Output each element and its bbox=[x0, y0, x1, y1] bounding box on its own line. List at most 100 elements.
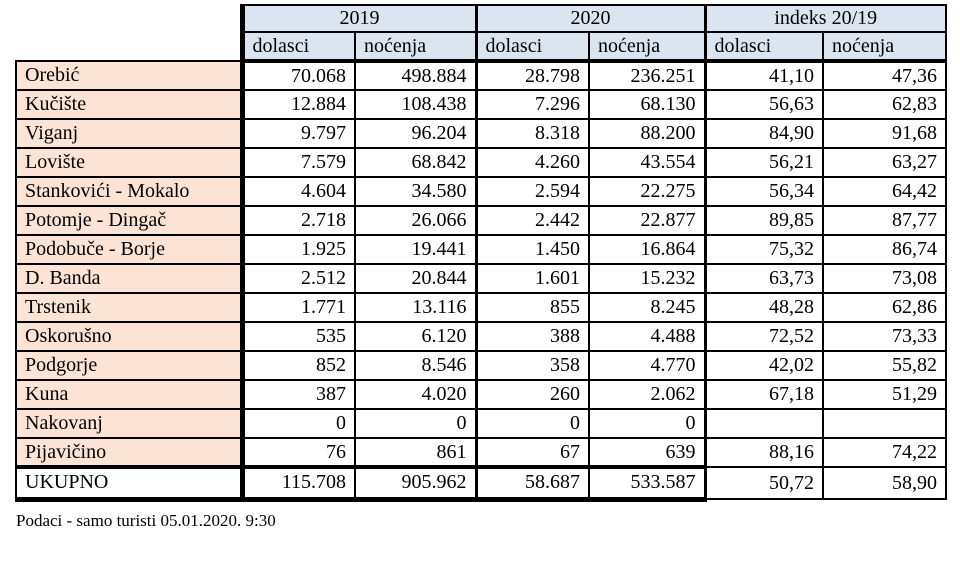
data-cell bbox=[703, 408, 824, 439]
row-label: Viganj bbox=[15, 118, 243, 149]
data-cell: 84,90 bbox=[703, 118, 824, 149]
data-cell: 20.844 bbox=[354, 263, 477, 294]
data-cell: 56,21 bbox=[703, 147, 824, 178]
data-cell: 73,33 bbox=[822, 321, 947, 352]
data-cell: 4.488 bbox=[588, 321, 706, 352]
data-cell: 63,73 bbox=[703, 263, 824, 294]
table-row: Kučište 12.884 108.438 7.296 68.130 56,63 62,8… bbox=[15, 89, 947, 120]
table-row: Kuna 387 4.020 260 2.062 67,18 51,29 bbox=[15, 379, 947, 410]
row-label: Potomje - Dingač bbox=[15, 205, 243, 236]
table-row: Potomje - Dingač 2.718 26.066 2.442 22.877 89… bbox=[15, 205, 947, 236]
data-cell: 48,28 bbox=[703, 292, 824, 323]
total-row: UKUPNO 115.708 905.962 58.687 533.587 50,72 58… bbox=[15, 465, 947, 502]
data-cell: 852 bbox=[239, 350, 356, 381]
data-cell: 861 bbox=[354, 437, 477, 468]
data-cell: 43.554 bbox=[588, 147, 706, 178]
header-sub-row: dolasci noćenja dolasci noćenja dolasci … bbox=[16, 31, 947, 63]
data-cell: 358 bbox=[474, 350, 590, 381]
data-cell: 1.601 bbox=[474, 263, 590, 294]
data-cell: 56,63 bbox=[703, 89, 824, 120]
row-label: Kučište bbox=[15, 89, 243, 120]
row-label: Oskorušno bbox=[15, 321, 243, 352]
data-cell: 91,68 bbox=[822, 118, 947, 149]
total-cell: 905.962 bbox=[354, 465, 477, 502]
total-row-label: UKUPNO bbox=[15, 465, 243, 502]
data-cell: 498.884 bbox=[354, 60, 477, 91]
col-group-indeks: indeks 20/19 bbox=[703, 4, 947, 33]
col-group-2019: 2019 bbox=[239, 4, 477, 33]
data-cell: 1.925 bbox=[239, 234, 356, 265]
data-cell: 70.068 bbox=[239, 60, 356, 91]
data-cell: 62,86 bbox=[822, 292, 947, 323]
data-cell: 4.260 bbox=[474, 147, 590, 178]
data-cell: 22.275 bbox=[588, 176, 706, 207]
table-row: Stankovići - Mokalo 4.604 34.580 2.594 22.27… bbox=[15, 176, 947, 207]
data-cell: 108.438 bbox=[354, 89, 477, 120]
row-label: Podobuče - Borje bbox=[15, 234, 243, 265]
data-cell: 88.200 bbox=[588, 118, 706, 149]
row-label: D. Banda bbox=[15, 263, 243, 294]
table-row: D. Banda 2.512 20.844 1.601 15.232 63,73 73,08 bbox=[15, 263, 947, 294]
data-cell: 28.798 bbox=[474, 60, 590, 91]
data-cell: 67,18 bbox=[703, 379, 824, 410]
data-cell: 41,10 bbox=[703, 60, 824, 91]
statistics-table: 2019 2020 indeks 20/19 dolasci noćenja d… bbox=[15, 4, 947, 502]
data-cell: 42,02 bbox=[703, 350, 824, 381]
table-row: Viganj 9.797 96.204 8.318 88.200 84,90 91,68 bbox=[15, 118, 947, 149]
data-cell: 22.877 bbox=[588, 205, 706, 236]
row-label: Lovište bbox=[15, 147, 243, 178]
data-cell: 8.245 bbox=[588, 292, 706, 323]
table-row: Trstenik 1.771 13.116 855 8.245 48,28 62,86 bbox=[15, 292, 947, 323]
data-cell: 2.062 bbox=[588, 379, 706, 410]
data-cell bbox=[822, 408, 947, 439]
data-cell: 68.842 bbox=[354, 147, 477, 178]
table-row: Podgorje 852 8.546 358 4.770 42,02 55,82 bbox=[15, 350, 947, 381]
data-cell: 12.884 bbox=[239, 89, 356, 120]
data-cell: 4.604 bbox=[239, 176, 356, 207]
table-row: Oskorušno 535 6.120 388 4.488 72,52 73,33 bbox=[15, 321, 947, 352]
data-cell: 6.120 bbox=[354, 321, 477, 352]
data-cell: 4.770 bbox=[588, 350, 706, 381]
corner-cell bbox=[16, 5, 242, 61]
data-cell: 8.318 bbox=[474, 118, 590, 149]
total-cell: 115.708 bbox=[239, 465, 356, 502]
total-cell: 50,72 bbox=[703, 466, 824, 500]
footer-note: Podaci - samo turisti 05.01.2020. 9:30 bbox=[16, 510, 276, 530]
data-cell: 2.512 bbox=[239, 263, 356, 294]
data-cell: 639 bbox=[588, 437, 706, 468]
data-cell: 68.130 bbox=[588, 89, 706, 120]
row-label: Pijavičino bbox=[15, 437, 243, 468]
table-header: 2019 2020 indeks 20/19 dolasci noćenja d… bbox=[16, 4, 947, 63]
data-cell: 2.718 bbox=[239, 205, 356, 236]
data-cell: 8.546 bbox=[354, 350, 477, 381]
data-cell: 1.450 bbox=[474, 234, 590, 265]
data-cell: 7.579 bbox=[239, 147, 356, 178]
row-label: Kuna bbox=[15, 379, 243, 410]
data-cell: 34.580 bbox=[354, 176, 477, 207]
data-cell: 62,83 bbox=[822, 89, 947, 120]
row-label: Nakovanj bbox=[15, 408, 243, 439]
subheader-nocenja-2020: noćenja bbox=[588, 31, 706, 63]
row-label: Podgorje bbox=[15, 350, 243, 381]
data-cell: 74,22 bbox=[822, 437, 947, 468]
data-cell: 1.771 bbox=[239, 292, 356, 323]
table-row: Nakovanj 0 0 0 0 bbox=[15, 408, 947, 439]
data-cell: 88,16 bbox=[703, 437, 824, 468]
total-cell: 533.587 bbox=[588, 465, 706, 502]
total-cell: 58,90 bbox=[822, 466, 947, 500]
data-cell: 89,85 bbox=[703, 205, 824, 236]
table-row: Pijavičino 76 861 67 639 88,16 74,22 bbox=[15, 437, 947, 468]
data-cell: 387 bbox=[239, 379, 356, 410]
page: 2019 2020 indeks 20/19 dolasci noćenja d… bbox=[15, 4, 947, 530]
data-cell: 855 bbox=[474, 292, 590, 323]
data-cell: 16.864 bbox=[588, 234, 706, 265]
data-cell: 0 bbox=[588, 408, 706, 439]
data-cell: 55,82 bbox=[822, 350, 947, 381]
subheader-dolasci-2019: dolasci bbox=[239, 31, 356, 63]
data-cell: 236.251 bbox=[588, 60, 706, 91]
subheader-nocenja-indeks: noćenja bbox=[822, 31, 947, 63]
data-cell: 260 bbox=[474, 379, 590, 410]
row-label: Trstenik bbox=[15, 292, 243, 323]
data-cell: 26.066 bbox=[354, 205, 477, 236]
row-label: Stankovići - Mokalo bbox=[15, 176, 243, 207]
